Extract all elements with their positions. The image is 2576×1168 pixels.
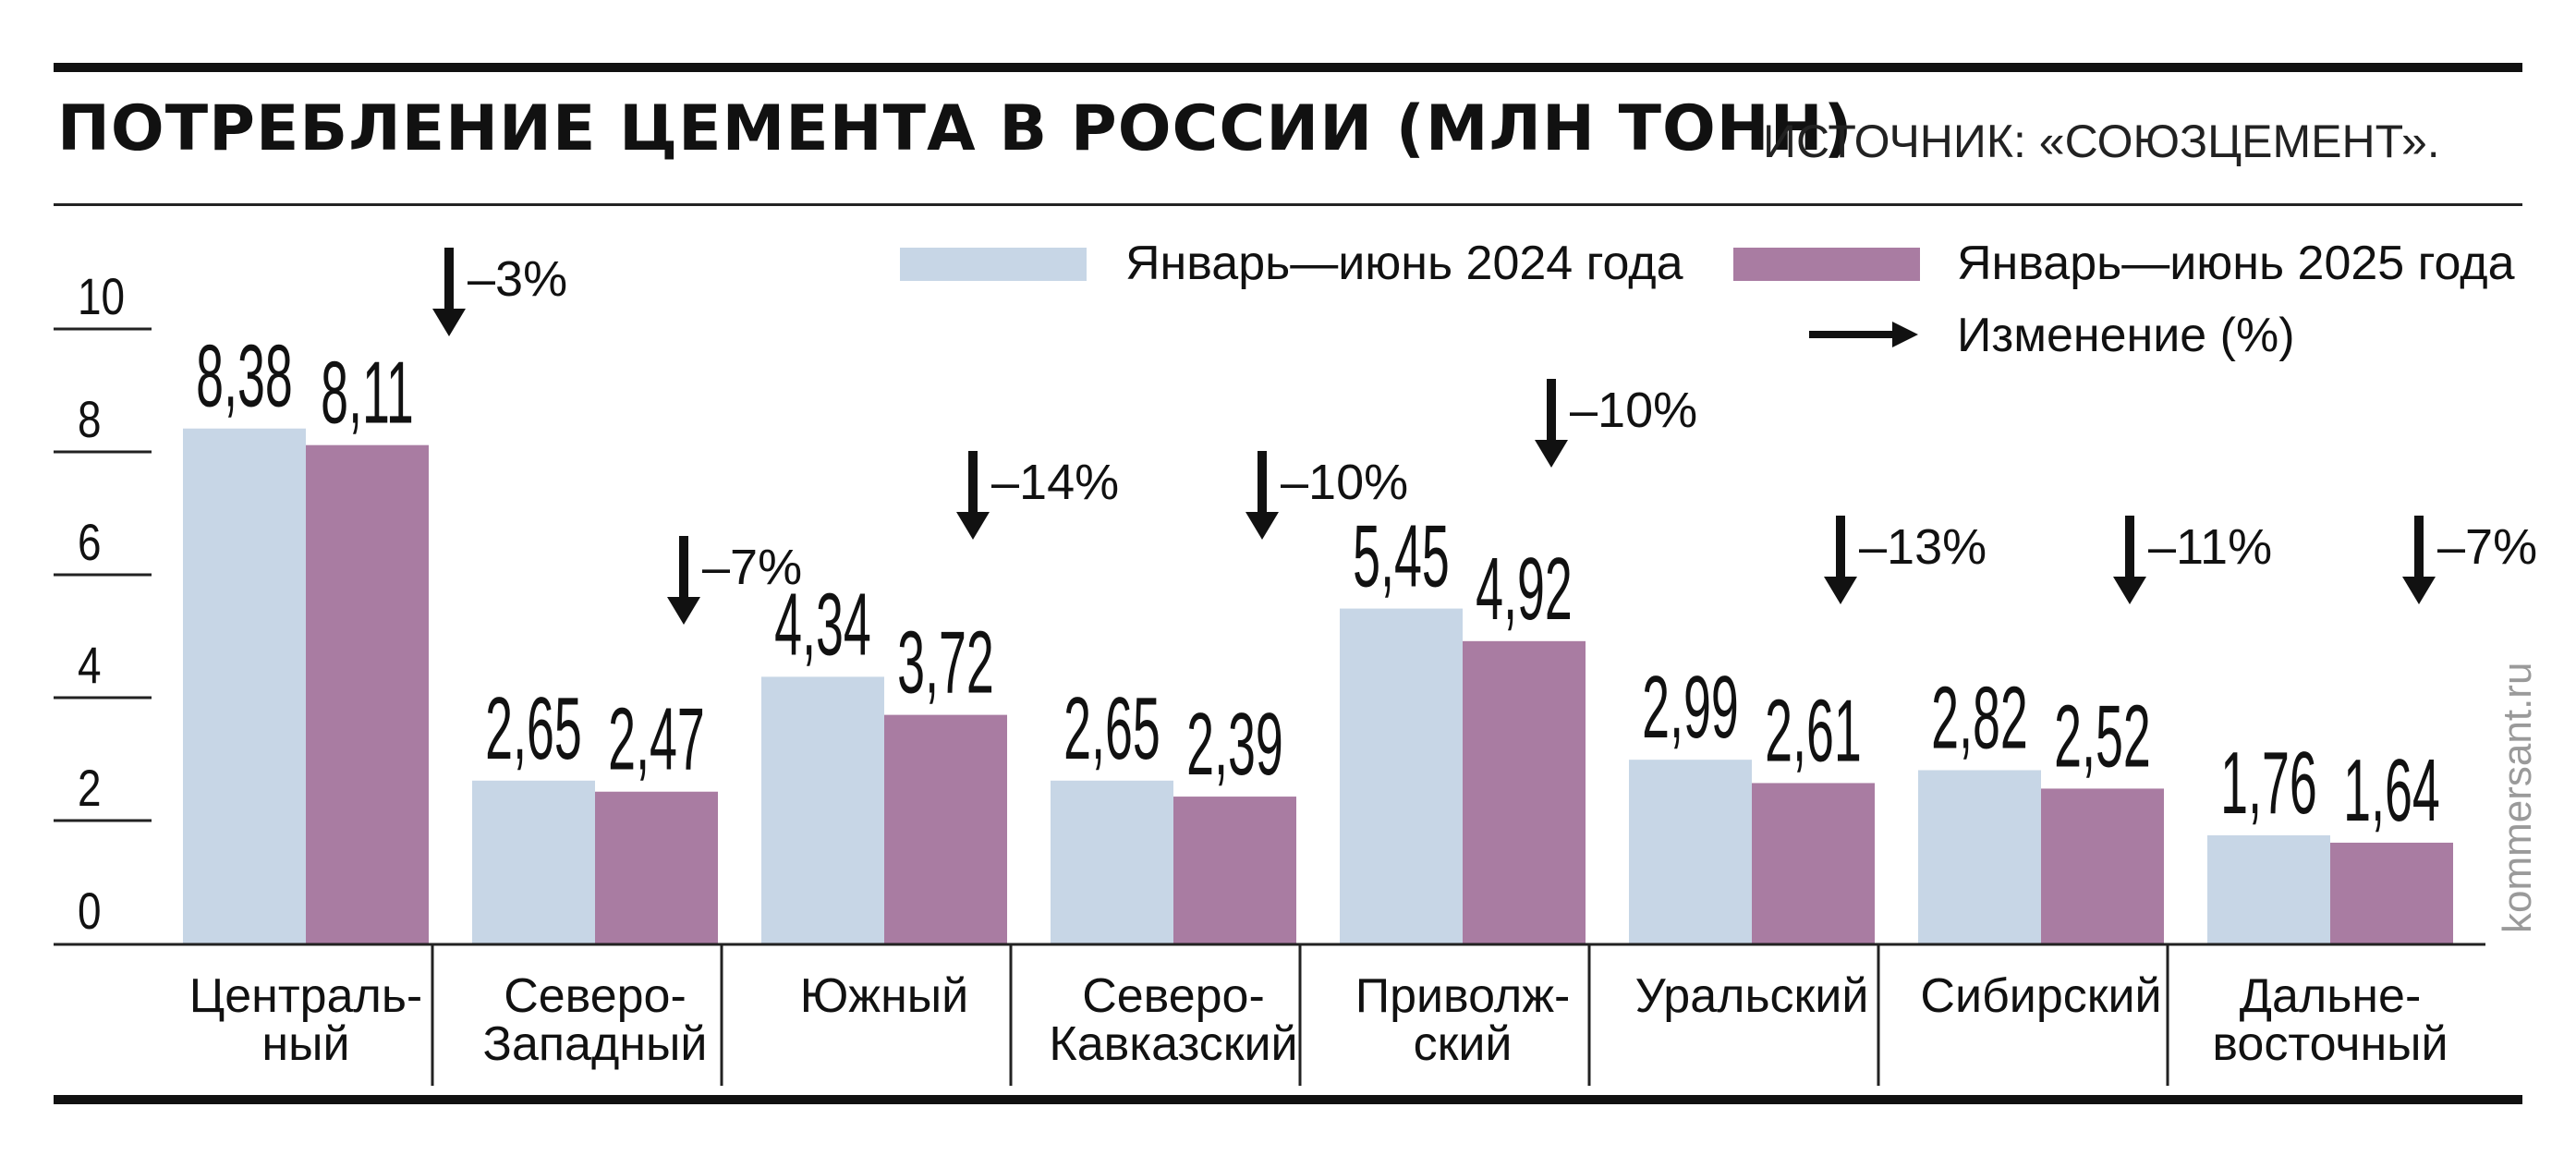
y-tick-label: 6 bbox=[78, 514, 102, 571]
category-label: ский bbox=[1414, 1017, 1513, 1071]
bar-value-label: 2,65 bbox=[485, 680, 582, 778]
bar-value-label: 5,45 bbox=[1353, 507, 1450, 605]
category-label: Северо- bbox=[504, 969, 687, 1023]
bar-value-label: 2,99 bbox=[1642, 659, 1739, 757]
y-tick-label: 10 bbox=[78, 268, 125, 325]
change-label: –7% bbox=[2437, 519, 2537, 575]
bar-2025 bbox=[884, 714, 1007, 943]
bar-2024 bbox=[1340, 608, 1463, 943]
bar-value-label: 8,11 bbox=[321, 345, 414, 443]
bar-value-label: 2,61 bbox=[1765, 682, 1862, 780]
bar-value-label: 3,72 bbox=[897, 614, 994, 712]
bar-2025 bbox=[1752, 783, 1875, 943]
bar-value-label: 4,92 bbox=[1476, 541, 1573, 639]
change-arrow-head bbox=[1824, 577, 1857, 604]
top-rule bbox=[54, 63, 2522, 72]
bar-2025 bbox=[1173, 797, 1296, 943]
legend-swatch-2025 bbox=[1733, 248, 1920, 281]
change-label: –11% bbox=[2148, 519, 2272, 575]
y-tick-label: 8 bbox=[78, 391, 102, 448]
change-label: –3% bbox=[468, 251, 567, 307]
change-label: –10% bbox=[1570, 383, 1697, 438]
bar-value-label: 2,39 bbox=[1186, 696, 1283, 794]
change-arrow-head bbox=[956, 512, 990, 540]
category-label: Северо- bbox=[1082, 969, 1265, 1023]
category-label: восточный bbox=[2212, 1017, 2448, 1071]
bar-value-label: 1,76 bbox=[2220, 735, 2317, 833]
y-tick-label: 2 bbox=[78, 760, 102, 817]
bar-value-label: 2,52 bbox=[2054, 687, 2151, 785]
y-tick-label: 4 bbox=[78, 637, 102, 694]
bar-2024 bbox=[1918, 770, 2041, 943]
bar-value-label: 4,34 bbox=[774, 576, 871, 674]
bar-2024 bbox=[2207, 834, 2330, 943]
category-label: ный bbox=[261, 1017, 349, 1071]
source-note: ИСТОЧНИК: «СОЮЗЦЕМЕНТ». bbox=[1763, 116, 2440, 167]
category-label: Уральский bbox=[1635, 969, 1869, 1023]
category-label: Южный bbox=[800, 969, 968, 1023]
category-label: Приволж- bbox=[1355, 969, 1571, 1023]
legend-label-2025: Январь—июнь 2025 года bbox=[1957, 237, 2515, 290]
chart-title: ПОТРЕБЛЕНИЕ ЦЕМЕНТА В РОССИИ (МЛН ТОНН) bbox=[57, 92, 1853, 165]
change-label: –13% bbox=[1859, 519, 1987, 575]
category-label: Централь- bbox=[189, 969, 423, 1023]
y-tick-label: 0 bbox=[78, 882, 102, 940]
bar-value-label: 2,47 bbox=[608, 691, 705, 789]
change-arrow-head bbox=[1245, 512, 1279, 540]
bar-2025 bbox=[2330, 842, 2453, 943]
bottom-rule bbox=[54, 1095, 2522, 1104]
change-arrow-head bbox=[2113, 577, 2146, 604]
change-arrow-head bbox=[1535, 440, 1568, 468]
change-arrow-head bbox=[2402, 577, 2436, 604]
category-label: Западный bbox=[483, 1017, 708, 1071]
legend-label-change: Изменение (%) bbox=[1957, 309, 2295, 362]
bar-value-label: 2,82 bbox=[1931, 669, 2028, 767]
bar-value-label: 8,38 bbox=[196, 328, 293, 426]
bar-2025 bbox=[2041, 788, 2164, 943]
category-label: Сибирский bbox=[1920, 969, 2161, 1023]
watermark: kommersant.ru bbox=[2495, 662, 2540, 933]
bar-2025 bbox=[595, 791, 718, 943]
legend-label-2024: Январь—июнь 2024 года bbox=[1125, 237, 1683, 290]
title-divider bbox=[54, 203, 2522, 206]
change-arrow-head bbox=[667, 597, 700, 625]
category-label: Кавказский bbox=[1049, 1017, 1297, 1071]
legend-arrow-head bbox=[1892, 322, 1918, 347]
bar-2024 bbox=[1051, 780, 1173, 943]
category-label: Дальне- bbox=[2240, 969, 2422, 1023]
change-label: –7% bbox=[702, 540, 802, 595]
bar-value-label: 1,64 bbox=[2343, 742, 2440, 840]
bar-2025 bbox=[1463, 640, 1586, 943]
bar-2024 bbox=[761, 676, 884, 943]
bar-2024 bbox=[183, 428, 306, 944]
legend-swatch-2024 bbox=[900, 248, 1087, 281]
bar-2024 bbox=[1629, 760, 1752, 943]
bar-2025 bbox=[306, 444, 429, 943]
bar-value-label: 2,65 bbox=[1063, 680, 1160, 778]
change-arrow-head bbox=[432, 309, 466, 336]
change-label: –10% bbox=[1281, 455, 1408, 510]
change-label: –14% bbox=[991, 455, 1119, 510]
bar-2024 bbox=[472, 780, 595, 943]
